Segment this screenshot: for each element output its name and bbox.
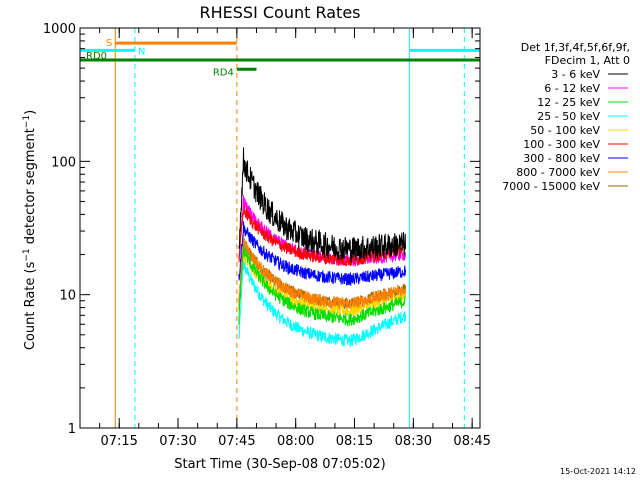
timestamp: 15-Oct-2021 14:12 [560, 467, 636, 476]
series-line-2 [238, 244, 406, 328]
x-tick-label: 08:45 [453, 434, 490, 449]
legend-label-7: 800 - 7000 keV [516, 166, 600, 179]
x-tick-label: 07:30 [159, 434, 196, 449]
x-tick-label: 07:15 [100, 434, 137, 449]
annotation-label-1: N [138, 46, 145, 57]
legend-label-3: 25 - 50 keV [537, 110, 600, 123]
x-tick-label: 08:15 [336, 434, 373, 449]
series-line-0 [238, 147, 406, 264]
series-line-7 [238, 235, 406, 310]
annotation-label-4: RD4 [213, 67, 234, 78]
y-tick-label: 100 [51, 155, 76, 170]
x-tick-label: 08:00 [277, 434, 314, 449]
x-tick-label: 07:45 [218, 434, 255, 449]
annotation-label-0: S [106, 38, 112, 49]
legend: Det 1f,3f,4f,5f,6f,9f, FDecim 1, Att 0 3… [502, 41, 630, 193]
legend-label-2: 12 - 25 keV [537, 96, 600, 109]
series-line-3 [238, 260, 406, 347]
y-tick-label: 1 [68, 422, 76, 437]
y-axis-label: Count Rate (s−1 detector segment−1) [22, 110, 38, 350]
y-tick-label: 1000 [43, 22, 76, 37]
plot-area: S N RD0 RD4 [79, 28, 480, 428]
legend-label-6: 300 - 800 keV [523, 152, 600, 165]
legend-label-0: 3 - 6 keV [551, 68, 600, 81]
x-axis-label: Start Time (30-Sep-08 07:05:02) [174, 457, 385, 472]
annotation-label-3: RD0 [86, 51, 107, 62]
legend-label-4: 50 - 100 keV [530, 124, 600, 137]
legend-label-8: 7000 - 15000 keV [502, 180, 600, 193]
series-line-6 [238, 221, 406, 286]
chart-title: RHESSI Count Rates [200, 3, 361, 22]
plot-frame [79, 27, 481, 429]
legend-label-5: 100 - 300 keV [523, 138, 600, 151]
y-tick-label: 10 [59, 289, 76, 304]
legend-header-line-2: FDecim 1, Att 0 [545, 54, 630, 67]
axes: 1 10 100 1000 07:15 07:30 07:45 08:00 08:15 08:30… [43, 22, 491, 449]
legend-label-1: 6 - 12 keV [544, 82, 600, 95]
x-tick-label: 08:30 [395, 434, 432, 449]
legend-header-line-1: Det 1f,3f,4f,5f,6f,9f, [521, 41, 630, 54]
